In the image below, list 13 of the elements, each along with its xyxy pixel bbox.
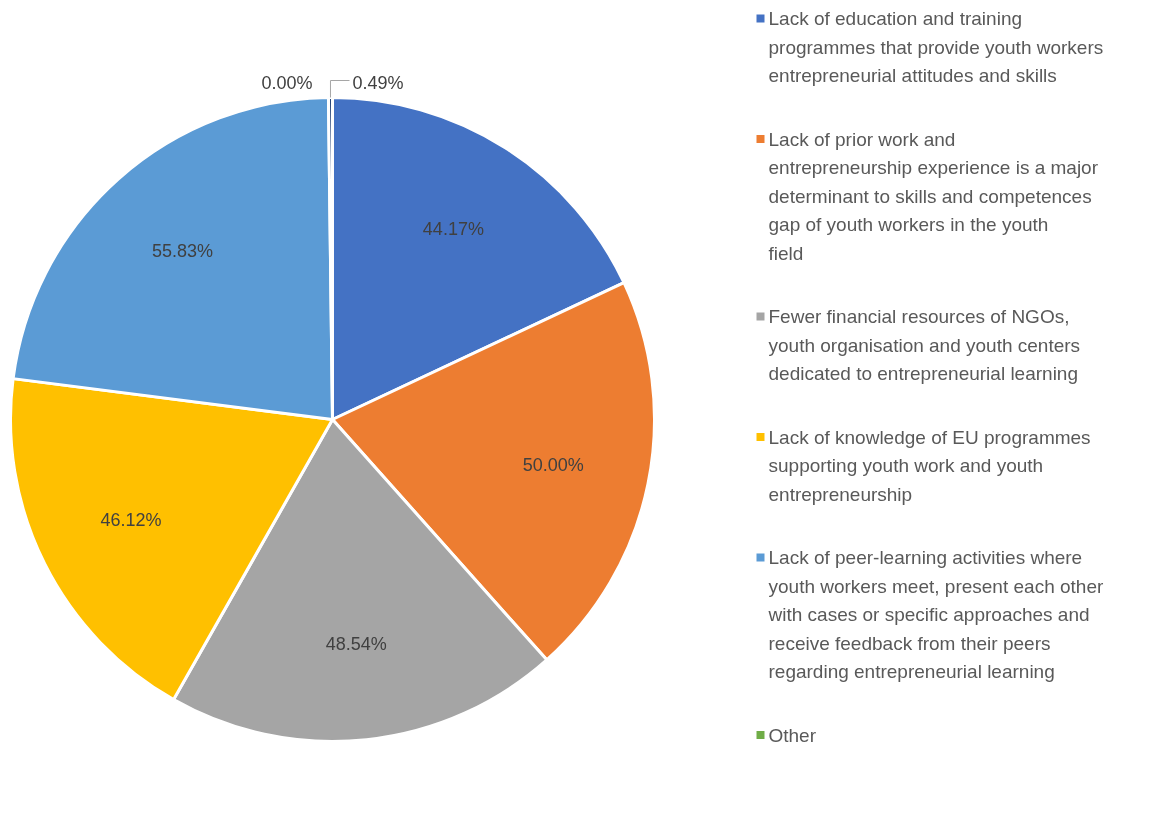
- legend-label: Lack of education and training programmes that provide youth workers entrepreneurial attitudes and skills: [768, 8, 1104, 86]
- data-label: 50.00%: [522, 454, 584, 475]
- data-label: 55.83%: [152, 241, 214, 262]
- data-label: 48.54%: [325, 633, 387, 654]
- text: 0.00%: [261, 72, 313, 93]
- legend-label: Fewer financial resources of NGOs, youth organisation and youth centers dedicated to entrepreneurial learning: [768, 306, 1081, 384]
- legend-label: Lack of prior work and entrepreneurship experience is a major determinant to skills and competences gap of youth workers in the youth field: [768, 128, 1099, 264]
- legend-label: Lack of peer-learning activities where youth workers meet, present each other with cases or specific approaches and receive feedback from their peers regarding entrepreneurial learning: [767, 547, 1104, 682]
- legend-label: Lack of knowledge of EU programmes supporting youth work and youth entrepreneurship: [768, 426, 1091, 505]
- data-label: 46.12%: [100, 510, 162, 531]
- data-label: 0.49%: [352, 72, 404, 93]
- data-label: 44.17%: [422, 219, 484, 240]
- legend-label: Other: [768, 724, 817, 746]
